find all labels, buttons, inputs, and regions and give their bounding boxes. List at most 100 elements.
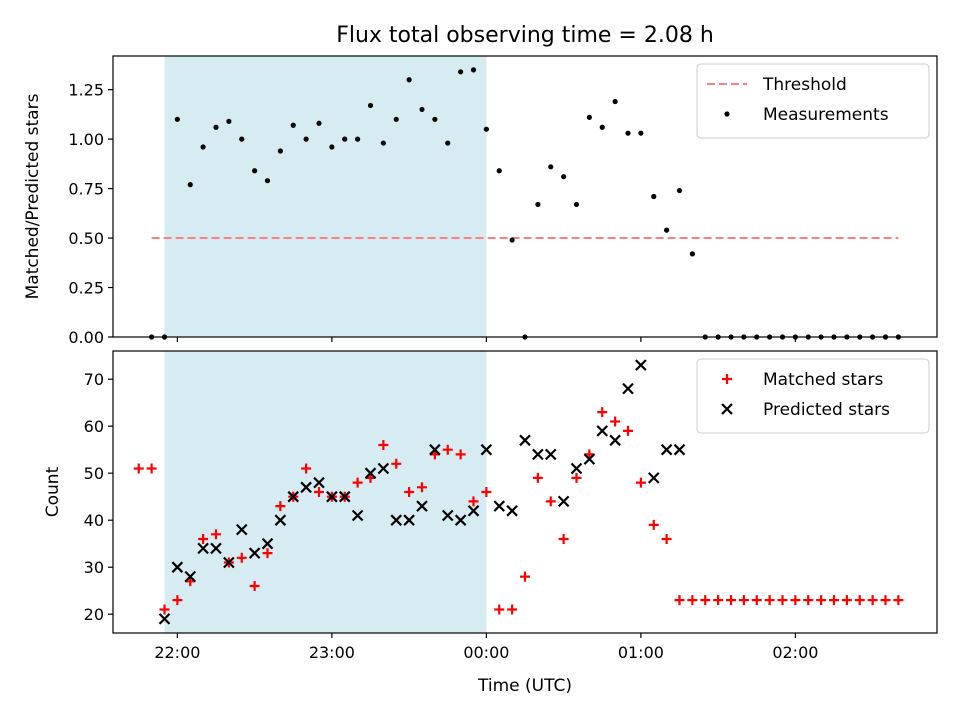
data-point <box>494 604 505 615</box>
data-point <box>338 490 351 503</box>
data-point <box>519 434 531 447</box>
data-point <box>314 487 324 497</box>
y-tick-label: 0.75 <box>68 180 104 199</box>
data-point <box>236 552 247 563</box>
data-point <box>441 509 454 522</box>
y-tick-label: 0.25 <box>68 279 104 298</box>
y-tick-label: 30 <box>84 558 104 577</box>
data-point <box>171 561 184 573</box>
data-point <box>429 443 441 456</box>
data-point <box>378 440 389 450</box>
data-point <box>406 77 412 83</box>
data-point <box>520 571 530 582</box>
y-tick-label: 0.00 <box>68 328 104 347</box>
data-point <box>445 140 451 146</box>
data-point <box>841 595 852 606</box>
data-point <box>290 122 296 128</box>
data-point <box>211 529 221 540</box>
data-point <box>468 496 479 507</box>
axes-frame <box>112 55 938 338</box>
data-point <box>184 570 197 583</box>
x-tick-label: 00:00 <box>463 643 509 662</box>
x-tick-label: 23:00 <box>309 643 355 662</box>
data-point <box>687 595 698 606</box>
data-point <box>596 425 609 437</box>
data-point <box>480 443 493 456</box>
data-point <box>893 595 904 606</box>
data-point <box>313 476 325 489</box>
data-point <box>403 514 415 526</box>
y-tick-label: 50 <box>84 464 104 483</box>
data-point <box>673 443 686 456</box>
data-point <box>880 595 891 606</box>
data-point <box>159 604 170 615</box>
data-point <box>432 116 438 122</box>
legend-swatch <box>722 374 732 384</box>
data-point <box>416 500 428 512</box>
data-point <box>417 482 427 493</box>
data-point <box>316 120 322 126</box>
data-point <box>713 595 724 606</box>
data-point <box>532 472 543 483</box>
top-panel: 0.00 0.25 0.50 0.75 1.00 1.25 Matched/Predicte… <box>23 55 938 347</box>
data-point <box>483 126 489 132</box>
data-point <box>561 174 567 180</box>
shaded-interval <box>164 56 487 337</box>
data-point <box>625 130 631 136</box>
legend-label: Matched stars <box>763 370 883 390</box>
bottom-panel: 20 30 40 50 60 70 22:00 23:00 00:00 01:00 02:00 Cou… <box>43 350 938 696</box>
legend-label: Predicted stars <box>763 400 890 420</box>
data-point <box>172 595 183 606</box>
data-point <box>404 487 415 497</box>
data-point <box>506 505 518 517</box>
data-point <box>660 443 673 456</box>
data-point <box>364 467 377 479</box>
data-point <box>548 164 554 170</box>
data-point <box>573 201 580 208</box>
data-point <box>264 178 271 184</box>
data-point <box>326 490 338 503</box>
data-point <box>496 168 502 174</box>
data-point <box>454 514 467 526</box>
data-point <box>638 130 644 136</box>
data-point <box>200 144 206 150</box>
data-point <box>623 425 633 436</box>
data-point <box>198 534 209 544</box>
data-point <box>583 453 596 465</box>
data-point <box>764 595 775 606</box>
data-point <box>571 472 582 483</box>
data-point <box>197 542 209 555</box>
data-point <box>226 118 232 124</box>
data-point <box>352 477 363 488</box>
data-point <box>545 496 556 507</box>
data-point <box>470 67 477 73</box>
x-tick-label: 01:00 <box>618 643 664 662</box>
y-axis-label: Matched/Predicted stars <box>23 93 43 299</box>
axes-frame <box>112 350 938 634</box>
data-point <box>390 514 403 526</box>
data-point <box>274 514 287 526</box>
data-point <box>351 509 364 522</box>
legend-label: Measurements <box>763 105 889 125</box>
data-point <box>467 505 480 517</box>
data-point <box>689 251 695 257</box>
data-point <box>829 595 839 606</box>
data-point <box>622 382 634 395</box>
data-point <box>676 187 683 194</box>
legend: Threshold Measurements <box>696 63 930 139</box>
data-point <box>610 416 621 427</box>
data-point <box>329 144 335 150</box>
data-point <box>239 136 245 142</box>
data-point <box>458 69 464 75</box>
data-point <box>174 116 180 122</box>
data-point <box>558 534 569 544</box>
data-point <box>700 595 711 606</box>
data-point <box>287 490 300 503</box>
data-point <box>599 124 605 130</box>
y-tick-label: 40 <box>84 511 104 530</box>
data-point <box>277 148 283 154</box>
data-point <box>803 595 814 606</box>
data-point <box>262 548 273 559</box>
data-point <box>597 407 608 418</box>
chart-title: Flux total observing time = 2.08 h <box>336 23 714 48</box>
